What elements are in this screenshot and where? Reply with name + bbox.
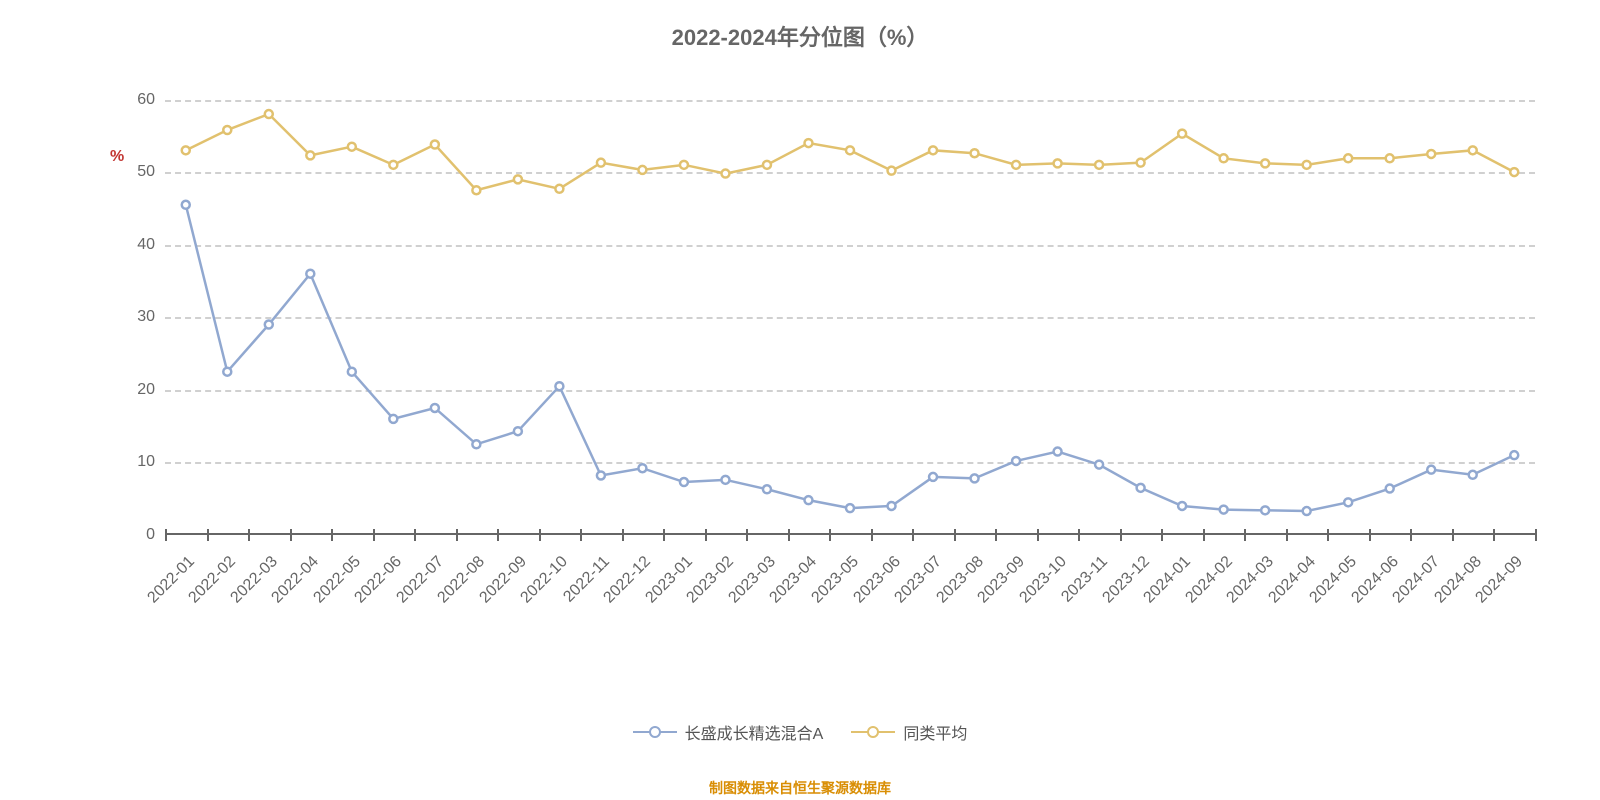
legend-label: 同类平均 xyxy=(903,720,967,744)
data-point xyxy=(680,161,688,169)
y-tick-label: 40 xyxy=(137,236,155,254)
data-point xyxy=(1469,146,1477,154)
data-point xyxy=(306,151,314,159)
data-point xyxy=(1012,161,1020,169)
data-point xyxy=(888,167,896,175)
data-point xyxy=(348,143,356,151)
data-point xyxy=(1510,168,1518,176)
data-point xyxy=(514,175,522,183)
data-point xyxy=(555,185,563,193)
data-point xyxy=(1386,154,1394,162)
data-point xyxy=(804,139,812,147)
data-point xyxy=(721,170,729,178)
data-point xyxy=(638,166,646,174)
y-tick-label: 0 xyxy=(146,526,155,544)
data-point xyxy=(929,146,937,154)
y-tick-label: 20 xyxy=(137,381,155,399)
data-point xyxy=(1344,154,1352,162)
y-tick-label: 10 xyxy=(137,453,155,471)
legend-item[interactable]: 长盛成长精选混合A xyxy=(633,720,824,744)
data-point xyxy=(1054,159,1062,167)
series-同类平均 xyxy=(165,85,1535,535)
data-point xyxy=(1427,150,1435,158)
legend-label: 长盛成长精选混合A xyxy=(685,720,824,744)
x-tick xyxy=(1535,529,1537,541)
plot-area: 01020304050602022-012022-022022-032022-0… xyxy=(165,85,1535,535)
chart-title: 2022-2024年分位图（%） xyxy=(0,20,1600,52)
data-point xyxy=(389,161,397,169)
data-point xyxy=(1137,159,1145,167)
data-point xyxy=(472,186,480,194)
data-point xyxy=(265,110,273,118)
data-point xyxy=(971,149,979,157)
data-point xyxy=(763,161,771,169)
legend-marker-icon xyxy=(851,725,895,739)
legend: 长盛成长精选混合A 同类平均 xyxy=(0,720,1600,744)
data-point xyxy=(1178,130,1186,138)
data-point xyxy=(1095,161,1103,169)
data-point xyxy=(1220,154,1228,162)
data-point xyxy=(223,126,231,134)
data-point xyxy=(431,141,439,149)
data-point xyxy=(846,146,854,154)
data-point xyxy=(597,159,605,167)
y-axis-label: % xyxy=(110,148,124,166)
data-point xyxy=(1303,161,1311,169)
legend-marker-icon xyxy=(633,725,677,739)
data-point xyxy=(1261,159,1269,167)
y-tick-label: 50 xyxy=(137,163,155,181)
y-tick-label: 30 xyxy=(137,308,155,326)
y-tick-label: 60 xyxy=(137,91,155,109)
data-point xyxy=(182,146,190,154)
legend-item[interactable]: 同类平均 xyxy=(851,720,967,744)
source-note: 制图数据来自恒生聚源数据库 xyxy=(0,778,1600,798)
